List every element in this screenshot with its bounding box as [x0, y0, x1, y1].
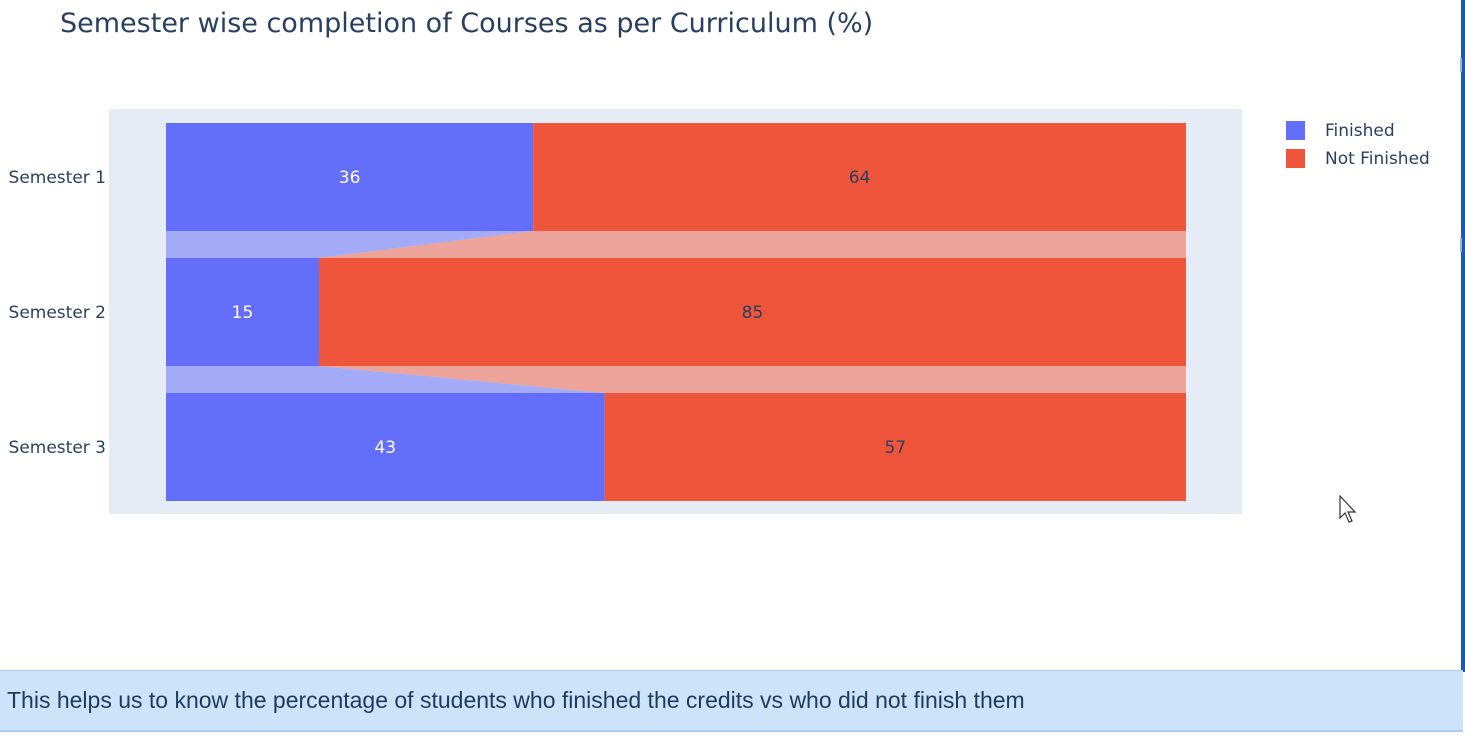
- bar-finished: [166, 258, 319, 366]
- mouse-cursor-icon: [1339, 495, 1357, 523]
- legend-swatch-finished: [1286, 121, 1305, 140]
- bar-not-finished: [319, 258, 1186, 366]
- y-tick-label: Semester 3: [9, 438, 106, 458]
- data-label-finished: 36: [339, 168, 361, 188]
- legend-swatch-not-finished: [1286, 149, 1305, 168]
- data-label-not-finished: 85: [742, 303, 764, 323]
- info-banner: This helps us to know the percentage of …: [0, 670, 1463, 732]
- chart-title: Semester wise completion of Courses as p…: [60, 8, 874, 39]
- bar-not-finished: [533, 123, 1186, 231]
- y-tick-label: Semester 2: [9, 303, 106, 323]
- info-banner-text: This helps us to know the percentage of …: [7, 687, 1025, 713]
- scrollbar-edge-mark: [1460, 238, 1462, 252]
- bar-not-finished: [604, 393, 1186, 501]
- scrollbar-edge: [1461, 0, 1465, 672]
- connector-finished: [166, 366, 605, 393]
- bar-finished: [166, 123, 534, 231]
- data-label-not-finished: 64: [849, 168, 871, 188]
- data-label-not-finished: 57: [884, 438, 906, 458]
- data-label-finished: 43: [374, 438, 396, 458]
- connector-not-finished: [319, 366, 1186, 393]
- bar-finished: [166, 393, 605, 501]
- connector-not-finished: [319, 231, 1186, 258]
- scrollbar-edge-mark: [1460, 58, 1462, 72]
- y-tick-label: Semester 1: [9, 168, 106, 188]
- legend-label-not-finished: Not Finished: [1325, 149, 1430, 169]
- connector-finished: [166, 231, 534, 258]
- legend-label-finished: Finished: [1325, 121, 1395, 141]
- data-label-finished: 15: [232, 303, 254, 323]
